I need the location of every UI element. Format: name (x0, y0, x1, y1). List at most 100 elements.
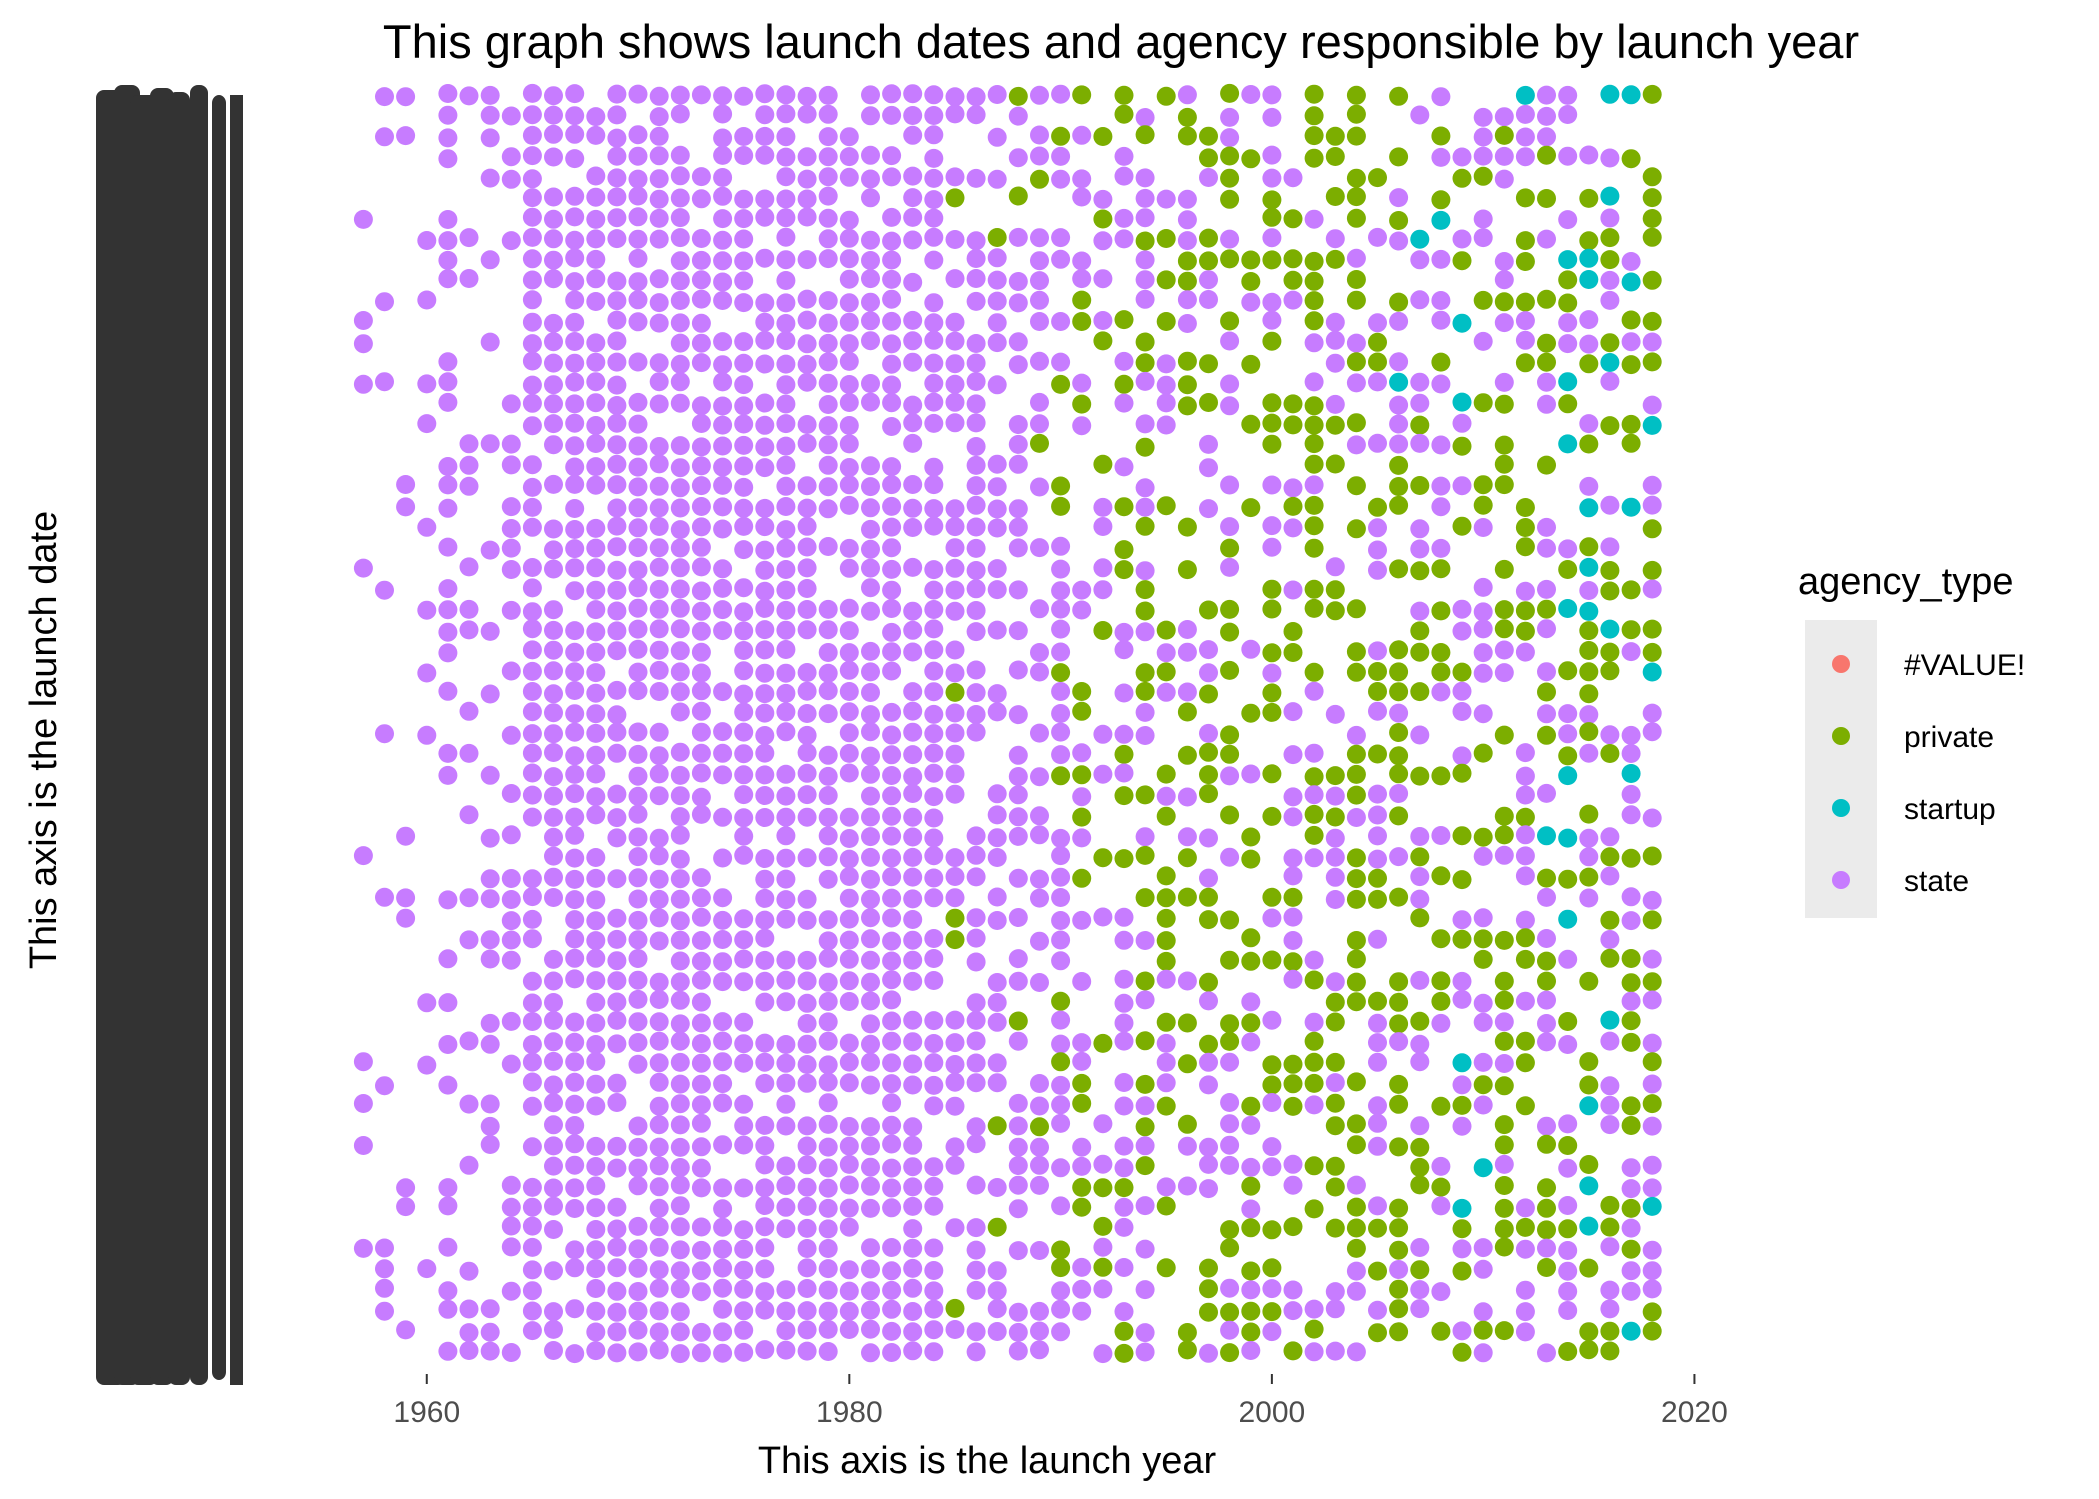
point-state (1008, 1341, 1028, 1361)
point-private (1177, 702, 1197, 722)
point-state (1304, 1342, 1324, 1362)
point-state (438, 231, 458, 251)
point-state (1389, 1032, 1409, 1052)
point-state (945, 580, 965, 600)
point-state (882, 1134, 902, 1154)
point-state (776, 702, 796, 722)
point-state (945, 517, 965, 537)
point-state (649, 538, 669, 558)
point-state (755, 560, 775, 580)
point-state (945, 312, 965, 332)
point-state (375, 87, 394, 107)
point-state (903, 784, 923, 803)
point-state (1220, 1320, 1240, 1340)
point-private (1537, 1220, 1556, 1240)
point-state (818, 620, 838, 640)
point-state (544, 519, 563, 539)
point-state (1051, 867, 1071, 887)
point-state (797, 600, 817, 619)
point-state (1241, 992, 1261, 1012)
point-state (586, 683, 606, 703)
point-state (755, 950, 775, 970)
point-state (586, 292, 606, 311)
point-state (776, 538, 796, 558)
point-state (903, 475, 923, 494)
point-state (438, 681, 458, 701)
point-state (713, 168, 733, 187)
point-state (1410, 433, 1430, 453)
point-state (945, 703, 965, 723)
point-private (1579, 971, 1599, 991)
point-state (734, 209, 754, 229)
point-state (839, 1136, 859, 1156)
point-state (1114, 640, 1134, 660)
point-private (1346, 126, 1366, 146)
point-private (1135, 353, 1155, 373)
point-state (1368, 784, 1387, 804)
point-state (1579, 888, 1599, 908)
point-private (1579, 1075, 1599, 1095)
point-state (1600, 270, 1620, 290)
point-state (1325, 1282, 1345, 1302)
point-state (1325, 1073, 1345, 1093)
point-state (1135, 478, 1155, 498)
point-private (1220, 910, 1240, 930)
point-private (1621, 355, 1641, 375)
point-private (1262, 806, 1282, 826)
point-private (1558, 746, 1578, 766)
point-private (1199, 784, 1218, 804)
point-private (1368, 662, 1387, 681)
point-private (1389, 1137, 1409, 1157)
point-state (480, 332, 500, 352)
point-state (607, 1237, 627, 1257)
point-state (565, 474, 585, 494)
point-private (1135, 1074, 1155, 1094)
point-state (713, 475, 733, 495)
point-state (818, 352, 838, 372)
point-state (607, 869, 627, 889)
point-state (882, 970, 902, 990)
point-private (1304, 454, 1324, 474)
point-startup (1621, 1321, 1641, 1341)
point-state (1283, 1280, 1303, 1300)
point-state (1072, 269, 1092, 289)
point-state (987, 580, 1007, 600)
point-state (649, 1217, 669, 1237)
point-state (1452, 989, 1472, 1009)
point-private (1642, 1321, 1662, 1341)
point-state (670, 1074, 690, 1094)
point-private (1600, 1341, 1620, 1361)
point-state (1494, 1012, 1514, 1032)
point-state (755, 808, 775, 827)
point-state (924, 704, 944, 724)
point-state (713, 128, 733, 148)
point-state (755, 517, 775, 537)
point-state (713, 251, 733, 271)
point-state (755, 992, 775, 1012)
point-state (1368, 372, 1387, 392)
point-state (776, 1176, 796, 1196)
point-state (797, 1116, 817, 1136)
point-state (1199, 828, 1218, 848)
point-private (1621, 433, 1641, 453)
point-state (776, 375, 796, 395)
point-state (1156, 786, 1176, 806)
point-state (903, 1196, 923, 1216)
point-state (776, 663, 796, 683)
point-state (649, 889, 669, 909)
point-private (1494, 559, 1514, 579)
point-state (966, 1134, 986, 1154)
point-private (1642, 560, 1662, 580)
point-state (966, 1031, 986, 1051)
point-private (1410, 1175, 1430, 1195)
point-state (839, 682, 859, 701)
point-state (670, 271, 690, 291)
point-state (987, 169, 1007, 189)
point-state (1368, 929, 1387, 949)
point-state (797, 743, 817, 763)
point-state (1051, 745, 1071, 765)
point-state (438, 392, 458, 412)
point-state (882, 334, 902, 354)
point-state (691, 1013, 711, 1033)
point-state (1389, 352, 1409, 372)
